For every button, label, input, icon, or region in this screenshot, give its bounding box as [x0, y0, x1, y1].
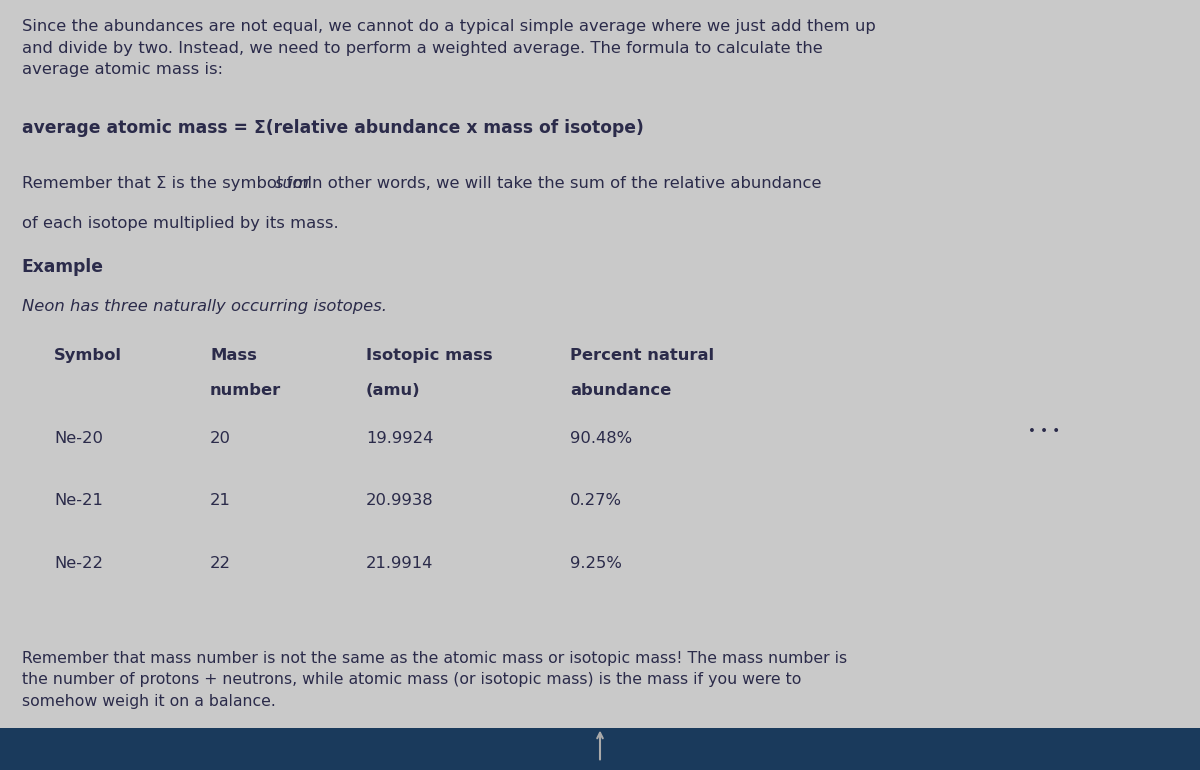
Text: of each isotope multiplied by its mass.: of each isotope multiplied by its mass. — [22, 216, 338, 230]
Text: 9.25%: 9.25% — [570, 556, 622, 571]
Text: sum: sum — [275, 176, 310, 190]
Text: 20: 20 — [210, 431, 230, 446]
Text: Remember that Σ is the symbol for: Remember that Σ is the symbol for — [22, 176, 314, 190]
Text: 19.9924: 19.9924 — [366, 431, 433, 446]
Text: Symbol: Symbol — [54, 348, 122, 363]
Text: 90.48%: 90.48% — [570, 431, 632, 446]
Text: Ne-21: Ne-21 — [54, 493, 103, 507]
Text: number: number — [210, 383, 281, 397]
FancyBboxPatch shape — [0, 728, 1200, 770]
Text: 0.27%: 0.27% — [570, 493, 622, 507]
Text: average atomic mass = Σ(relative abundance x mass of isotope): average atomic mass = Σ(relative abundan… — [22, 119, 643, 137]
Text: Neon has three naturally occurring isotopes.: Neon has three naturally occurring isoto… — [22, 299, 386, 313]
Text: Ne-20: Ne-20 — [54, 431, 103, 446]
Text: • • •: • • • — [1028, 425, 1060, 437]
Text: 21.9914: 21.9914 — [366, 556, 433, 571]
Text: Remember that mass number is not the same as the atomic mass or isotopic mass! T: Remember that mass number is not the sam… — [22, 651, 847, 709]
Text: Mass: Mass — [210, 348, 257, 363]
Text: . In other words, we will take the sum of the relative abundance: . In other words, we will take the sum o… — [296, 176, 821, 190]
Text: Ne-22: Ne-22 — [54, 556, 103, 571]
Text: Example: Example — [22, 258, 103, 276]
Text: 21: 21 — [210, 493, 230, 507]
Text: Isotopic mass: Isotopic mass — [366, 348, 493, 363]
Text: abundance: abundance — [570, 383, 671, 397]
Text: Percent natural: Percent natural — [570, 348, 714, 363]
Text: (amu): (amu) — [366, 383, 421, 397]
Text: Since the abundances are not equal, we cannot do a typical simple average where : Since the abundances are not equal, we c… — [22, 19, 875, 78]
Text: 20.9938: 20.9938 — [366, 493, 433, 507]
Text: 22: 22 — [210, 556, 230, 571]
